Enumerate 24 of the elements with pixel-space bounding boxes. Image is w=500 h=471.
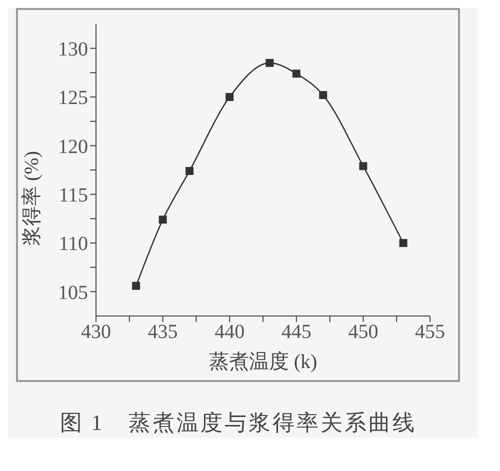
x-tick-label: 430 — [81, 321, 111, 344]
point — [226, 93, 234, 101]
x-tick-label: 455 — [415, 321, 445, 344]
y-tick-label: 105 — [58, 282, 88, 304]
x-tick-label: 450 — [348, 321, 378, 344]
point — [292, 70, 300, 78]
y-tick-label: 130 — [58, 38, 88, 60]
y-tick-label: 110 — [58, 233, 88, 256]
point — [186, 166, 194, 175]
point — [359, 162, 368, 170]
y-axis-title: 浆得率 (%) — [20, 151, 44, 246]
point — [319, 91, 328, 100]
point — [132, 282, 140, 290]
x-axis-title: 蒸煮温度 (k) — [208, 351, 318, 374]
x-tick-label: 435 — [148, 321, 178, 344]
text: 图 1 蒸煮温度与浆得率关系曲线 — [58, 409, 418, 437]
point — [399, 239, 408, 247]
y-tick-label: 115 — [58, 184, 88, 206]
x-tick-label: 445 — [281, 321, 312, 344]
point — [158, 216, 167, 224]
y-tick-label: 125 — [58, 87, 88, 110]
y-tick-label: 120 — [58, 136, 88, 158]
x-tick-label: 440 — [214, 321, 245, 344]
point — [266, 58, 274, 67]
